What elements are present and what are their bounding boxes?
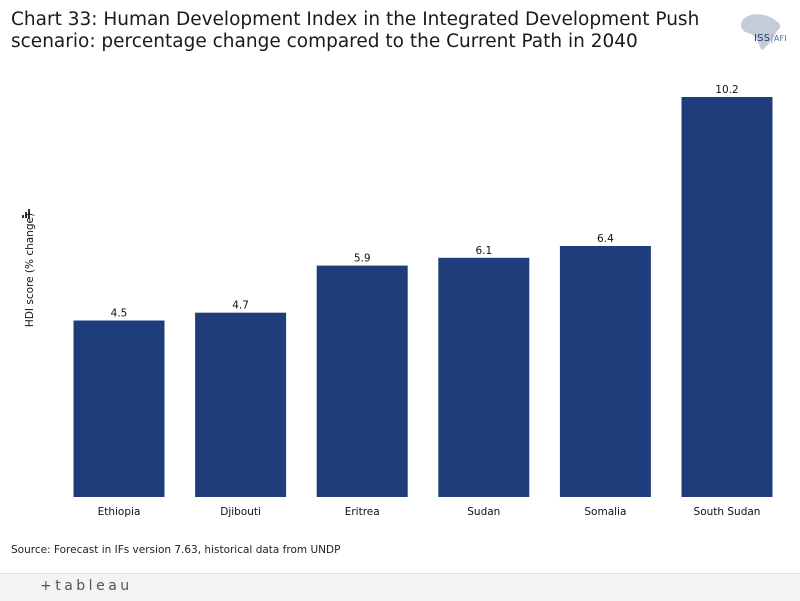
bar-djibouti[interactable] (195, 312, 287, 497)
value-label: 6.4 (597, 233, 614, 245)
value-labels-group: 4.5 4.7 5.9 6.1 6.4 10.2 (111, 84, 739, 320)
y-axis-icon (22, 209, 30, 218)
africa-map-logo-icon (741, 14, 781, 50)
value-label: 5.9 (354, 253, 371, 265)
iss-afi-logo: ISS|AFI (754, 33, 787, 44)
bar-south-sudan[interactable] (681, 97, 773, 497)
bars-group (73, 97, 773, 498)
bar-ethiopia[interactable] (73, 320, 165, 498)
category-label: Somalia (584, 506, 626, 518)
category-labels-group: Ethiopia Djibouti Eritrea Sudan Somalia South… (98, 506, 761, 518)
bar-eritrea[interactable] (316, 265, 408, 497)
y-axis-label: HDI score (% change) (24, 213, 36, 327)
category-label: Eritrea (345, 506, 380, 518)
value-label: 6.1 (475, 245, 492, 257)
category-label: Sudan (467, 506, 500, 518)
value-label: 4.7 (232, 300, 249, 312)
category-label: Ethiopia (98, 506, 141, 518)
logo-sub: AFI (773, 34, 787, 43)
bar-sudan[interactable] (438, 257, 530, 497)
tableau-logo[interactable]: +tableau (40, 578, 133, 594)
tableau-footer: +tableau (0, 573, 800, 601)
chart-title: Chart 33: Human Development Index in the… (11, 9, 711, 53)
chart-title-line-1: Chart 33: Human Development Index in the… (11, 9, 700, 30)
value-label: 4.5 (111, 308, 128, 320)
value-label: 10.2 (715, 84, 738, 96)
bar-somalia[interactable] (559, 246, 651, 497)
chart-title-line-2: scenario: percentage change compared to … (11, 31, 638, 52)
category-label: South Sudan (694, 506, 761, 518)
source-note: Source: Forecast in IFs version 7.63, hi… (11, 544, 341, 556)
category-label: Djibouti (220, 506, 261, 518)
logo-brand: ISS (754, 33, 771, 44)
